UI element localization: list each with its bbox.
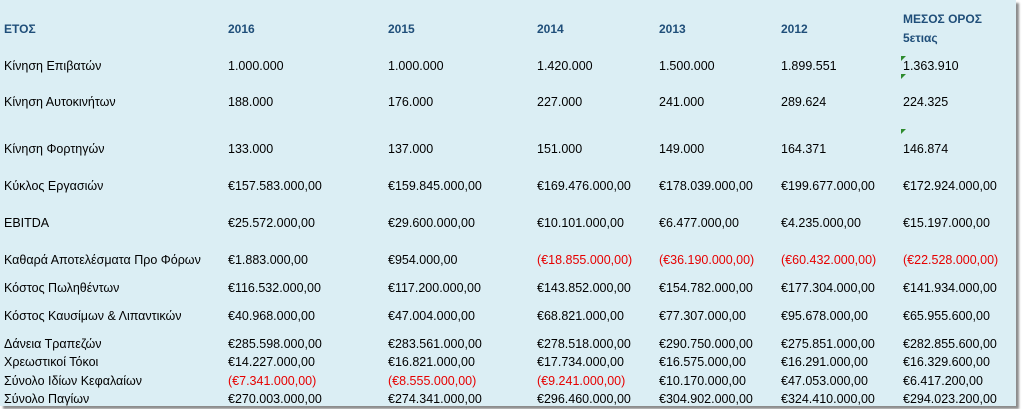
table-cell[interactable]: 146.874: [903, 142, 949, 156]
table-cell[interactable]: 1.500.000: [659, 59, 715, 73]
header-year-label[interactable]: ΕΤΟΣ: [4, 22, 36, 36]
header-year-2016[interactable]: 2016: [228, 22, 255, 36]
table-cell[interactable]: €15.197.000,00: [903, 216, 990, 230]
table-cell[interactable]: €17.734.000,00: [537, 355, 624, 369]
row-label[interactable]: Κύκλος Εργασιών: [4, 179, 104, 193]
table-cell[interactable]: €6.477.000,00: [659, 216, 739, 230]
table-cell[interactable]: €6.417.200,00: [903, 374, 983, 388]
row-label[interactable]: Κόστος Πωληθέντων: [4, 281, 120, 295]
header-year-2015[interactable]: 2015: [388, 22, 415, 36]
cell-comment-marker: [901, 129, 906, 134]
table-cell[interactable]: 149.000: [659, 142, 705, 156]
table-cell[interactable]: €172.924.000,00: [903, 179, 997, 193]
table-cell[interactable]: (€9.241.000,00): [537, 374, 626, 388]
table-cell[interactable]: €47.053.000,00: [781, 374, 868, 388]
table-cell[interactable]: €47.004.000,00: [388, 309, 475, 323]
table-cell[interactable]: €199.677.000,00: [781, 179, 875, 193]
table-cell[interactable]: (€36.190.000,00): [659, 253, 755, 267]
table-cell[interactable]: €16.291.000,00: [781, 355, 868, 369]
table-cell[interactable]: €324.410.000,00: [781, 392, 875, 406]
row-label[interactable]: Καθαρά Αποτελέσματα Προ Φόρων: [4, 253, 201, 267]
table-cell[interactable]: €16.575.000,00: [659, 355, 746, 369]
table-cell[interactable]: €154.782.000,00: [659, 281, 753, 295]
table-cell[interactable]: €304.902.000,00: [659, 392, 753, 406]
table-cell[interactable]: €275.851.000,00: [781, 337, 875, 351]
table-cell[interactable]: 188.000: [228, 95, 274, 109]
table-cell[interactable]: 164.371: [781, 142, 827, 156]
table-cell[interactable]: (€8.555.000,00): [388, 374, 477, 388]
table-cell[interactable]: €1.883.000,00: [228, 253, 308, 267]
table-cell[interactable]: €68.821.000,00: [537, 309, 624, 323]
table-cell[interactable]: €95.678.000,00: [781, 309, 868, 323]
table-cell[interactable]: 1.000.000: [388, 59, 444, 73]
table-cell[interactable]: 137.000: [388, 142, 434, 156]
table-cell[interactable]: €116.532.000,00: [228, 281, 321, 295]
table-cell[interactable]: €40.968.000,00: [228, 309, 315, 323]
header-year-2014[interactable]: 2014: [537, 22, 564, 36]
header-average-line2[interactable]: 5ετιας: [903, 31, 938, 45]
table-cell[interactable]: €178.039.000,00: [659, 179, 753, 193]
row-label[interactable]: Σύνολο Παγίων: [4, 392, 90, 406]
table-cell[interactable]: €16.329.600,00: [903, 355, 990, 369]
table-cell[interactable]: 176.000: [388, 95, 434, 109]
table-cell[interactable]: (€18.855.000,00): [537, 253, 633, 267]
table-cell[interactable]: €294.023.200,00: [903, 392, 997, 406]
table-cell[interactable]: 151.000: [537, 142, 583, 156]
row-label[interactable]: Κίνηση Αυτοκινήτων: [4, 95, 116, 109]
table-cell[interactable]: €141.934.000,00: [903, 281, 997, 295]
table-cell[interactable]: €285.598.000,00: [228, 337, 322, 351]
table-cell[interactable]: 1.420.000: [537, 59, 593, 73]
header-year-2012[interactable]: 2012: [781, 22, 808, 36]
table-cell[interactable]: €10.101.000,00: [537, 216, 624, 230]
table-cell[interactable]: €296.460.000,00: [537, 392, 631, 406]
table-cell[interactable]: €159.845.000,00: [388, 179, 482, 193]
row-label[interactable]: Κίνηση Φορτηγών: [4, 142, 105, 156]
table-cell[interactable]: 289.624: [781, 95, 827, 109]
row-label[interactable]: EBITDA: [4, 216, 50, 230]
table-cell[interactable]: €143.852.000,00: [537, 281, 631, 295]
table-cell[interactable]: €278.518.000,00: [537, 337, 631, 351]
table-cell[interactable]: €274.341.000,00: [388, 392, 482, 406]
row-label[interactable]: Σύνολο Ιδίων Κεφαλαίων: [4, 374, 143, 388]
table-cell[interactable]: 227.000: [537, 95, 583, 109]
table-cell[interactable]: €25.572.000,00: [228, 216, 315, 230]
table-cell[interactable]: €282.855.600,00: [903, 337, 997, 351]
cell-comment-marker: [901, 56, 906, 61]
table-cell[interactable]: €283.561.000,00: [388, 337, 482, 351]
table-cell[interactable]: €117.200.000,00: [388, 281, 481, 295]
table-cell[interactable]: €169.476.000,00: [537, 179, 631, 193]
table-cell[interactable]: 1.363.910: [903, 59, 959, 73]
row-label[interactable]: Κόστος Καυσίμων & Λιπαντικών: [4, 309, 182, 323]
row-label[interactable]: Κίνηση Επιβατών: [4, 59, 102, 73]
table-cell[interactable]: €4.235.000,00: [781, 216, 861, 230]
table-cell[interactable]: €157.583.000,00: [228, 179, 322, 193]
table-cell[interactable]: 1.899.551: [781, 59, 837, 73]
header-year-2013[interactable]: 2013: [659, 22, 686, 36]
table-cell[interactable]: (€22.528.000,00): [903, 253, 999, 267]
table-cell[interactable]: €65.955.600,00: [903, 309, 990, 323]
table-cell[interactable]: 241.000: [659, 95, 705, 109]
table-cell[interactable]: €29.600.000,00: [388, 216, 475, 230]
table-cell[interactable]: 1.000.000: [228, 59, 284, 73]
table-cell[interactable]: €954.000,00: [388, 253, 458, 267]
table-cell[interactable]: (€60.432.000,00): [781, 253, 877, 267]
table-cell[interactable]: 133.000: [228, 142, 274, 156]
table-cell[interactable]: €10.170.000,00: [659, 374, 746, 388]
table-cell[interactable]: (€7.341.000,00): [228, 374, 317, 388]
header-average-line1[interactable]: ΜΕΣΟΣ ΟΡΟΣ: [903, 12, 982, 26]
row-label[interactable]: Δάνεια Τραπεζών: [4, 337, 102, 351]
table-cell[interactable]: €177.304.000,00: [781, 281, 875, 295]
table-cell[interactable]: 224.325: [903, 95, 949, 109]
table-cell[interactable]: €270.003.000,00: [228, 392, 322, 406]
table-cell[interactable]: €14.227.000,00: [228, 355, 315, 369]
table-cell[interactable]: €290.750.000,00: [659, 337, 753, 351]
table-cell[interactable]: €77.307.000,00: [659, 309, 746, 323]
row-label[interactable]: Χρεωστικοί Τόκοι: [4, 355, 99, 369]
cell-comment-marker: [901, 74, 906, 79]
table-cell[interactable]: €16.821.000,00: [388, 355, 475, 369]
